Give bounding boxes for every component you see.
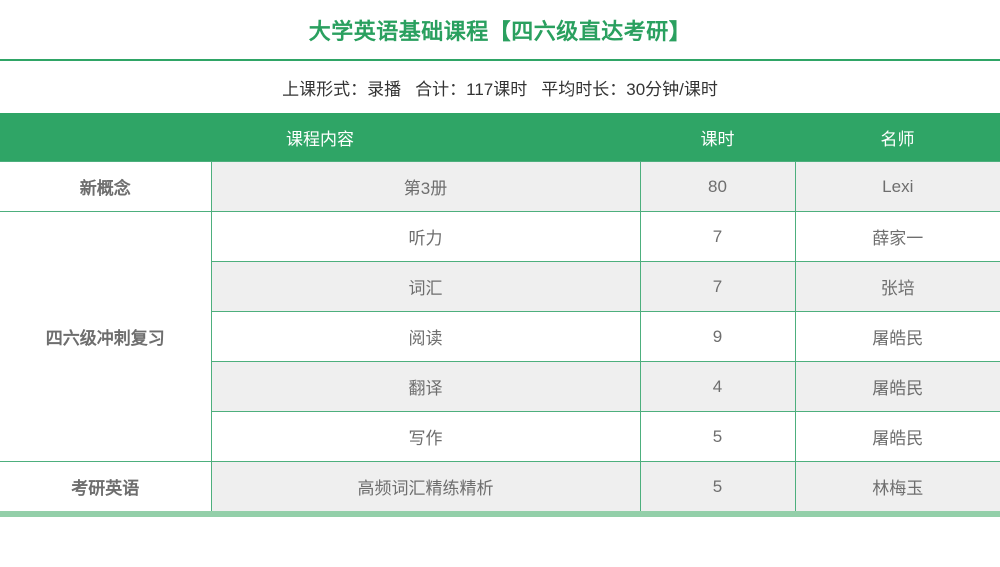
category-cell: 新概念 — [0, 161, 212, 212]
title-bar: 大学英语基础课程【四六级直达考研】 — [0, 0, 1000, 61]
average-duration-text: 平均时长：30分钟/课时 — [541, 79, 718, 99]
content-cell: 第3册 — [210, 161, 641, 212]
table-row: 翻译 4 屠皓民 — [0, 361, 1000, 412]
teacher-cell: 薛家一 — [794, 211, 1000, 262]
header-class-hours: 课时 — [640, 113, 795, 162]
content-cell: 翻译 — [211, 361, 641, 412]
teacher-cell: 屠皓民 — [794, 311, 1000, 362]
teacher-cell: 林梅玉 — [794, 461, 1000, 511]
bottom-accent-band — [0, 511, 1000, 517]
category-cell: 四六级冲刺复习 — [0, 211, 212, 462]
teacher-cell: Lexi — [794, 161, 1000, 212]
teacher-cell: 屠皓民 — [794, 411, 1000, 462]
hours-cell: 7 — [639, 261, 796, 312]
class-format-text: 上课形式：录播 — [282, 79, 402, 99]
hours-cell: 5 — [639, 411, 796, 462]
content-cell: 写作 — [211, 411, 641, 462]
content-cell: 高频词汇精练精析 — [210, 461, 641, 511]
table-row: 考研英语 高频词汇精练精析 5 林梅玉 — [0, 461, 1000, 511]
hours-cell: 7 — [639, 211, 796, 262]
table-row: 四六级冲刺复习 听力 7 薛家一 — [0, 211, 1000, 462]
total-hours-text: 合计：117课时 — [415, 79, 528, 99]
category-cell: 考研英语 — [0, 461, 212, 511]
page-title: 大学英语基础课程【四六级直达考研】 — [308, 18, 692, 44]
header-teacher: 名师 — [795, 113, 1000, 162]
content-cell: 词汇 — [211, 261, 641, 312]
header-course-content: 课程内容 — [0, 113, 640, 162]
hours-cell: 4 — [639, 361, 796, 412]
teacher-cell: 张培 — [794, 261, 1000, 312]
content-cell: 阅读 — [211, 311, 641, 362]
hours-cell: 80 — [639, 161, 796, 212]
content-cell: 听力 — [210, 211, 641, 262]
table-row: 新概念 第3册 80 Lexi — [0, 161, 1000, 212]
course-summary-bar: 上课形式：录播 合计：117课时 平均时长：30分钟/课时 — [0, 61, 1000, 113]
hours-cell: 9 — [639, 311, 796, 362]
table-row: 写作 5 屠皓民 — [0, 411, 1000, 462]
course-table: 课程内容 课时 名师 新概念 第3册 80 Lexi 四六级冲刺复习 听力 7 … — [0, 113, 1000, 511]
teacher-cell: 屠皓民 — [794, 361, 1000, 412]
table-header: 课程内容 课时 名师 — [0, 113, 1000, 162]
hours-cell: 5 — [639, 461, 796, 511]
